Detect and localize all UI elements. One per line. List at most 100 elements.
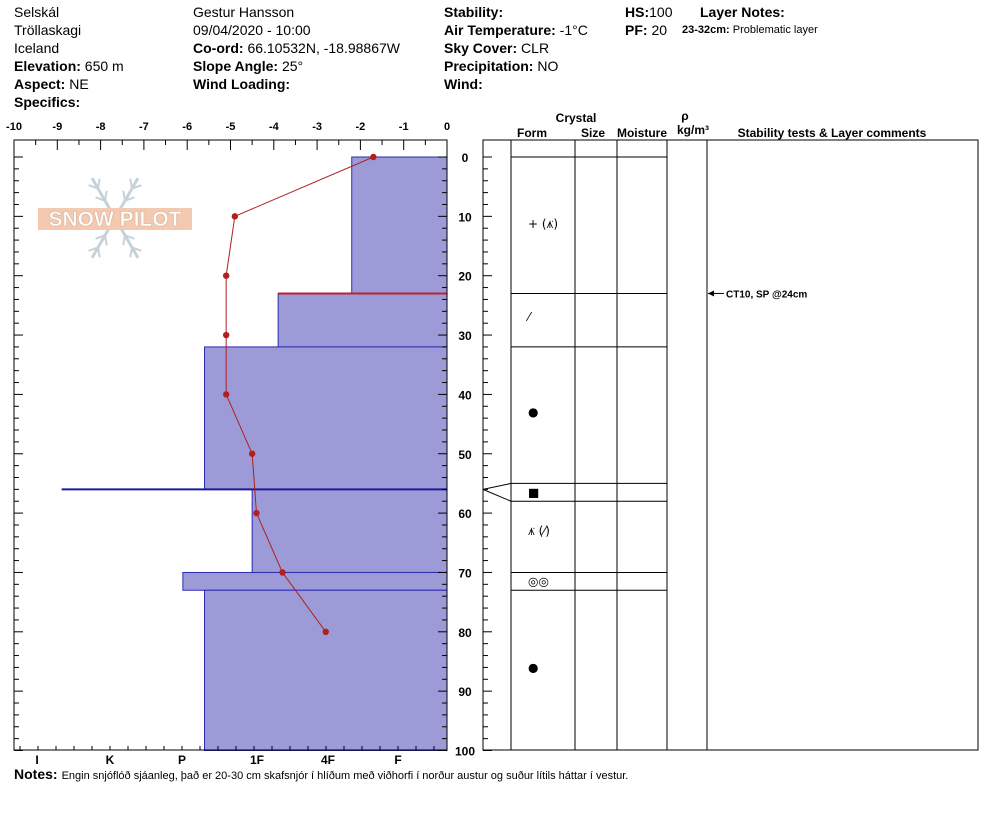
hardness-tick-label: 4F <box>321 753 335 767</box>
coord-row: Co-ord: 66.10532N, -18.98867W <box>193 40 400 56</box>
snowflake-branch <box>131 246 142 252</box>
depth-info: HS:100 PF: 20 <box>625 3 672 39</box>
hardness-layer <box>277 293 448 348</box>
depth-tick-label: 60 <box>458 507 472 521</box>
hardness-layer <box>182 571 448 591</box>
watermark-band <box>38 208 192 230</box>
depth-tick-label: 50 <box>458 448 472 462</box>
temperature-point <box>370 153 377 161</box>
depth-tick-label: 10 <box>458 210 472 224</box>
temp-tick-label: -6 <box>182 121 192 133</box>
rho-header: ρ <box>681 109 688 123</box>
snowflake-branch <box>131 184 142 190</box>
layer-notes: Layer Notes: 23-32cm: Problematic layer <box>682 3 818 39</box>
depth-tick-label: 0 <box>462 151 469 165</box>
snowflake-branch <box>88 184 99 190</box>
snowflake-branch <box>124 196 135 202</box>
temperature-point <box>231 213 239 220</box>
snowflake-branch <box>122 235 126 246</box>
hardness-tick-label: K <box>106 753 115 767</box>
stability-row: Stability: <box>444 4 504 20</box>
snowflake-branch <box>122 190 126 201</box>
hardness-axis: I K P 1F 4F F <box>19 746 435 767</box>
temperature-point <box>222 272 230 279</box>
temp-tick-label: -10 <box>6 121 22 133</box>
depth-tick-label: 20 <box>458 270 472 284</box>
depth-axis: 0 10 20 30 40 50 60 70 80 90 100 <box>14 151 492 759</box>
observer-info: Gestur Hansson 09/04/2020 - 10:00 Co-ord… <box>193 3 400 93</box>
hardness-tick-label: P <box>178 753 186 767</box>
temperature-profile <box>222 153 377 635</box>
crystal-form-symbol: ⩚̈ (⁄) <box>528 524 550 538</box>
right-plot-border <box>482 139 979 751</box>
depth-tick-label: 100 <box>455 745 475 759</box>
temp-tick-label: -5 <box>226 121 236 133</box>
depth-tick-label: 40 <box>458 388 472 402</box>
snowflake-branch <box>88 246 99 252</box>
temp-tick-label: -7 <box>139 121 149 133</box>
size-header: Size <box>581 126 605 140</box>
slope-row: Slope Angle: 25° <box>193 58 304 74</box>
stability-header: Stability tests & Layer comments <box>738 126 927 140</box>
snowflake-branch <box>97 247 101 258</box>
hardness-tick-label: 1F <box>250 753 264 767</box>
crystal-form-symbol: ■ <box>528 485 539 499</box>
moisture-header: Moisture <box>617 126 667 140</box>
hardness-tick-label: F <box>394 753 401 767</box>
region-name: Tröllaskagi <box>14 22 82 38</box>
boundary-connector <box>482 482 512 490</box>
temperature-axis: -10 -9 -8 -7 -6 -5 -4 -3 -2 -1 0 <box>6 121 450 150</box>
temp-tick-label: -3 <box>312 121 322 133</box>
country-name: Iceland <box>14 40 60 56</box>
hs-row: HS:100 <box>625 4 673 20</box>
notes-text: Engin snjóflóð sjáanleg, það er 20-30 cm… <box>61 770 629 782</box>
snowpilot-watermark: SNOW PILOT <box>38 177 192 259</box>
temp-tick-label: -4 <box>269 121 280 133</box>
temperature-point <box>248 450 256 457</box>
hardness-profile <box>182 156 448 751</box>
hardness-tick-label: I <box>35 753 38 767</box>
location-name: Selskál <box>14 4 60 20</box>
temperature-point <box>222 331 230 339</box>
form-header: Form <box>517 126 547 140</box>
crystal-form-symbol: ⁄ <box>525 310 533 324</box>
snowflake-branch <box>95 234 106 240</box>
snowflake-branch <box>104 235 108 246</box>
site-info: Selskál Tröllaskagi Iceland Elevation: 6… <box>14 3 124 111</box>
temperature-point <box>222 391 230 398</box>
observer-name: Gestur Hansson <box>193 4 295 20</box>
hardness-layer <box>204 589 448 751</box>
crystal-form-symbol: ● <box>528 660 538 674</box>
precip-row: Precipitation: NO <box>444 58 559 74</box>
snowflake-branch <box>97 178 101 189</box>
depth-tick-label: 90 <box>458 685 472 699</box>
watermark-text: SNOW PILOT <box>49 208 182 231</box>
stability-test-label: CT10, SP @24cm <box>726 289 807 300</box>
aspect-row: Aspect: NE <box>14 76 89 92</box>
layer-note-entry: 23-32cm: Problematic layer <box>682 24 818 36</box>
hardness-layer <box>351 156 448 295</box>
notes-row: Notes: Engin snjóflóð sjáanleg, það er 20… <box>14 766 628 782</box>
snowflake-branch <box>124 234 135 240</box>
snowflake-branch <box>95 196 106 202</box>
temp-tick-label: -9 <box>52 121 62 133</box>
wind-row: Wind: <box>444 76 483 92</box>
snowflake-branch <box>129 247 133 258</box>
snowflake-branch <box>129 178 133 189</box>
air-temp-row: Air Temperature: -1°C <box>444 22 588 38</box>
layer-notes-title: Layer Notes: <box>700 4 785 20</box>
hardness-layer <box>251 488 448 573</box>
elevation-row: Elevation: 650 m <box>14 58 124 74</box>
observation-datetime: 09/04/2020 - 10:00 <box>193 22 311 38</box>
temp-tick-label: -1 <box>399 121 409 133</box>
depth-tick-label: 80 <box>458 626 472 640</box>
crystal-header: Crystal <box>556 111 597 125</box>
wind-loading-row: Wind Loading: <box>193 76 291 92</box>
notes-label: Notes: <box>14 766 58 782</box>
temp-tick-label: 0 <box>444 121 450 133</box>
crystal-form-symbol: ◎◎ <box>528 574 549 588</box>
stability-arrow-head <box>708 290 714 297</box>
boundary-connector <box>482 488 512 502</box>
pf-row: PF: 20 <box>625 22 668 38</box>
layer-table: Crystal Form Size Moisture ρkg/m³ Stability t… <box>482 109 927 750</box>
